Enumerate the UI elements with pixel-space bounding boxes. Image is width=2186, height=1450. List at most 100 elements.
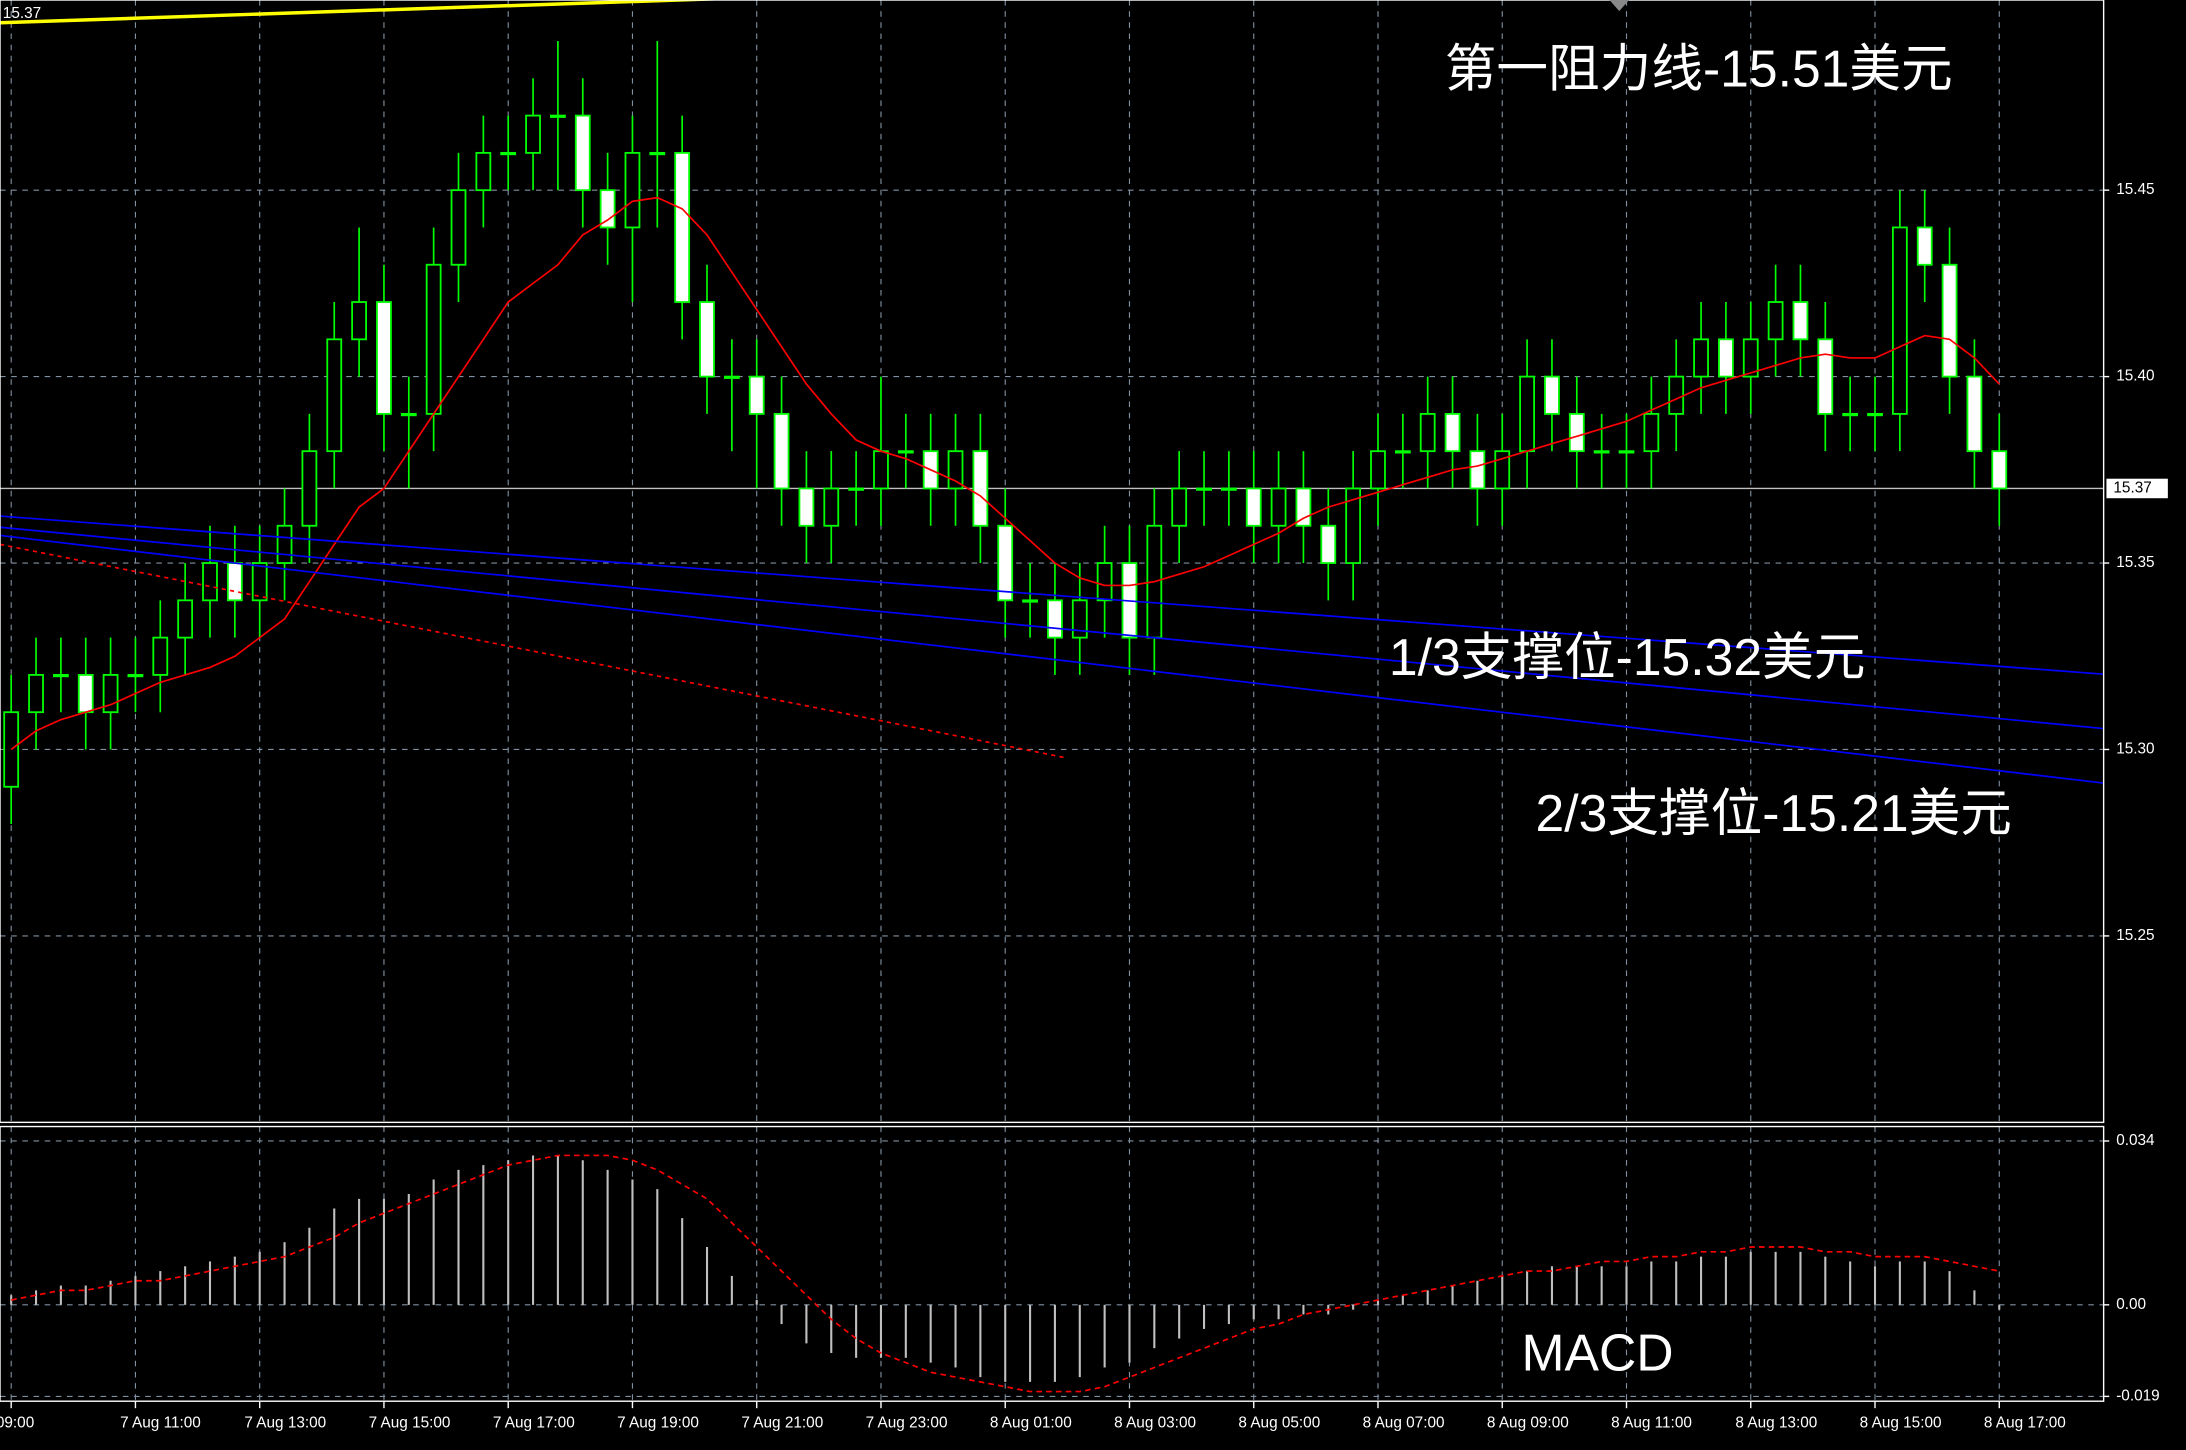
- x-tick-label: 7 Aug 17:00: [493, 1415, 575, 1432]
- x-tick-label: 8 Aug 17:00: [1984, 1415, 2066, 1432]
- candle-body: [1867, 412, 1883, 417]
- trend-line: [0, 0, 731, 25]
- candle-body: [226, 562, 243, 602]
- x-tick-label: 09:00: [0, 1415, 34, 1432]
- candle-body: [823, 487, 840, 527]
- x-tick-label: 7 Aug 19:00: [617, 1415, 699, 1432]
- x-tick-label: 7 Aug 11:00: [120, 1415, 201, 1432]
- candle-body: [1817, 338, 1834, 415]
- candle-body: [1270, 487, 1287, 527]
- candle-body: [798, 487, 815, 527]
- candle-body: [550, 114, 566, 118]
- candle-body: [1444, 412, 1461, 453]
- candle-body: [1096, 562, 1113, 602]
- candle-body: [127, 673, 144, 678]
- y-tick-label: 0.034: [2116, 1132, 2155, 1149]
- x-tick-label: 8 Aug 13:00: [1735, 1415, 1817, 1432]
- candle-body: [1792, 301, 1809, 341]
- candle-body: [425, 263, 442, 415]
- candle-body: [1742, 338, 1759, 378]
- candle-body: [152, 636, 169, 676]
- candle-body: [873, 450, 889, 490]
- candle-body: [1842, 412, 1859, 417]
- candle-body: [450, 189, 467, 266]
- candle-body: [1668, 375, 1685, 415]
- trend-line: [0, 543, 1068, 759]
- x-tick-label: 7 Aug 23:00: [866, 1415, 948, 1432]
- x-tick-label: 8 Aug 09:00: [1487, 1415, 1569, 1432]
- candle-body: [1196, 487, 1212, 491]
- x-tick-label: 8 Aug 11:00: [1611, 1415, 1692, 1432]
- candle-body: [525, 114, 541, 154]
- candle-body: [1295, 487, 1312, 527]
- candle-body: [1618, 450, 1635, 454]
- y-tick-label: 15.45: [2116, 181, 2154, 198]
- candle-body: [1519, 375, 1535, 453]
- y-tick-label: 15.35: [2116, 554, 2154, 571]
- candle-body: [77, 673, 94, 714]
- candle-body: [674, 151, 691, 303]
- main-frame: [0, 0, 2105, 1124]
- y-tick-label: 15.25: [2116, 927, 2154, 944]
- candle-body: [1394, 450, 1411, 454]
- candle-body: [848, 487, 865, 491]
- candle-body: [276, 524, 293, 564]
- candle-body: [1916, 226, 1933, 266]
- candle-body: [1544, 375, 1560, 415]
- candle-body: [723, 375, 740, 379]
- candle-body: [351, 301, 367, 341]
- x-tick-label: 7 Aug 13:00: [244, 1415, 326, 1432]
- candle-body: [326, 338, 343, 453]
- candle-body: [1370, 450, 1386, 490]
- candle-body: [1891, 226, 1908, 415]
- macd-label: MACD: [1522, 1324, 1674, 1382]
- candle-body: [177, 599, 194, 639]
- candle-body: [599, 189, 616, 229]
- candle-body: [400, 412, 417, 417]
- candle-body: [1047, 599, 1063, 639]
- annotation: 2/3支撑位-15.21美元: [1536, 784, 2012, 842]
- candle-body: [376, 301, 392, 415]
- candle-body: [699, 301, 715, 378]
- x-tick-label: 8 Aug 15:00: [1860, 1415, 1942, 1432]
- candle-body: [1469, 450, 1486, 490]
- candle-body: [1991, 450, 2008, 490]
- annotation: 1/3支撑位-15.32美元: [1389, 628, 1865, 686]
- candle-body: [1419, 412, 1436, 453]
- candle-body: [28, 673, 44, 714]
- plot-layer: [0, 0, 2104, 1402]
- moving-average: [10, 196, 2000, 751]
- x-tick-label: 8 Aug 01:00: [990, 1415, 1072, 1432]
- candle-body: [649, 151, 666, 156]
- y-tick-label: 15.40: [2116, 368, 2154, 385]
- candle-body: [1693, 338, 1709, 378]
- candle-body: [1966, 375, 1983, 453]
- candle-body: [997, 524, 1014, 602]
- candle-body: [897, 450, 914, 454]
- candle-body: [1643, 412, 1660, 453]
- y-tick-label: -0.019: [2116, 1387, 2159, 1404]
- trend-line: [0, 515, 2104, 675]
- candle-body: [1593, 450, 1610, 454]
- candle-body: [748, 375, 765, 415]
- current-price-corner: 15.37: [3, 5, 41, 22]
- x-tick-label: 8 Aug 07:00: [1363, 1415, 1445, 1432]
- candle-body: [1568, 412, 1585, 453]
- candle-body: [1022, 599, 1038, 603]
- candle-body: [500, 151, 517, 156]
- macd-frame: [0, 1125, 2105, 1402]
- x-tick-label: 8 Aug 03:00: [1114, 1415, 1196, 1432]
- candle-body: [1220, 487, 1237, 491]
- candle-body: [202, 562, 218, 602]
- x-tick-label: 7 Aug 21:00: [741, 1415, 823, 1432]
- candle-body: [574, 114, 591, 192]
- price-box: [2106, 478, 2168, 499]
- candle-body: [1245, 487, 1262, 527]
- candle-body: [3, 711, 20, 788]
- candle-body: [947, 450, 964, 490]
- shift-marker: [1609, 0, 1630, 12]
- candle-body: [52, 673, 69, 678]
- candle-body: [624, 151, 641, 229]
- candle-body: [1171, 487, 1188, 527]
